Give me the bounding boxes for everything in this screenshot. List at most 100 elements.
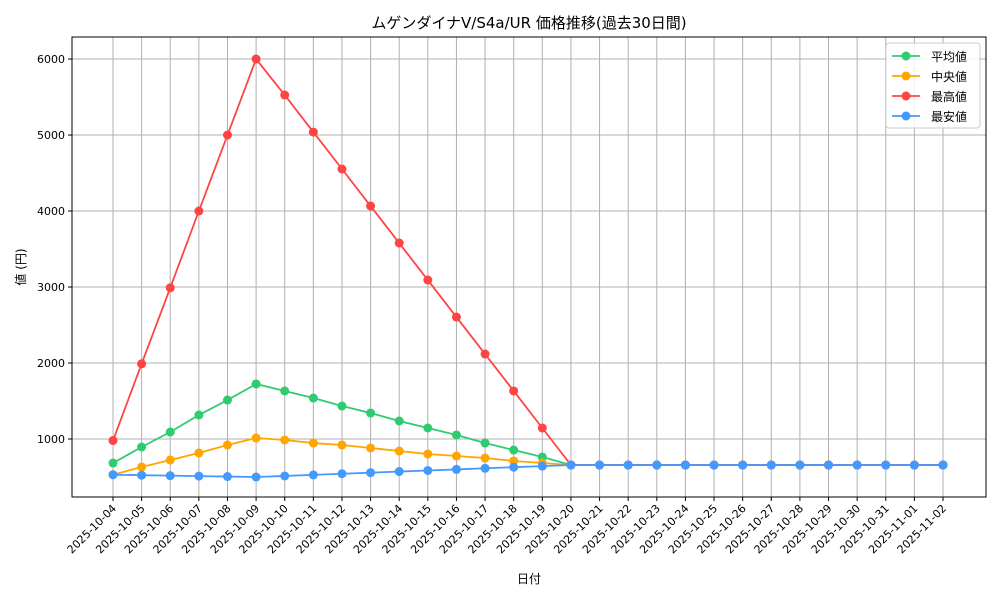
data-point: [909, 460, 919, 470]
series-最高値: [108, 54, 948, 470]
data-point: [394, 238, 404, 248]
data-point: [394, 446, 404, 456]
y-tick-label: 6000: [37, 53, 65, 66]
data-point: [165, 471, 175, 481]
y-tick-label: 1000: [37, 433, 65, 446]
legend-label: 中央値: [931, 69, 967, 84]
data-point: [137, 442, 147, 452]
data-point: [165, 283, 175, 293]
data-point: [423, 275, 433, 285]
data-point: [108, 458, 118, 468]
data-point: [881, 460, 891, 470]
data-point: [423, 449, 433, 459]
y-tick-label: 3000: [37, 281, 65, 294]
data-point: [738, 460, 748, 470]
data-point: [480, 349, 490, 359]
data-point: [108, 470, 118, 480]
x-axis-label: 日付: [517, 572, 541, 586]
data-point: [423, 465, 433, 475]
data-point: [509, 462, 519, 472]
data-point: [337, 469, 347, 479]
data-point: [595, 460, 605, 470]
data-point: [308, 393, 318, 403]
data-point: [451, 430, 461, 440]
data-point: [537, 423, 547, 433]
data-point: [366, 201, 376, 211]
data-point: [423, 423, 433, 433]
data-point: [366, 443, 376, 453]
chart-title: ムゲンダイナV/S4a/UR 価格推移(過去30日間): [371, 14, 686, 32]
data-point: [480, 438, 490, 448]
data-point: [509, 386, 519, 396]
grid: [72, 37, 986, 497]
data-point: [451, 451, 461, 461]
data-point: [480, 453, 490, 463]
legend-marker: [901, 71, 911, 81]
data-point: [852, 460, 862, 470]
data-point: [137, 462, 147, 472]
y-tick-label: 2000: [37, 357, 65, 370]
data-point: [623, 460, 633, 470]
legend-marker: [901, 91, 911, 101]
data-point: [337, 401, 347, 411]
y-tick-label: 5000: [37, 129, 65, 142]
x-axis: 2025-10-042025-10-052025-10-062025-10-07…: [65, 497, 949, 556]
data-point: [165, 455, 175, 465]
data-point: [165, 427, 175, 437]
series-line: [112, 464, 943, 478]
data-point: [709, 460, 719, 470]
data-point: [194, 471, 204, 481]
data-point: [509, 456, 519, 466]
data-point: [280, 90, 290, 100]
legend-box: [885, 42, 981, 129]
y-tick-label: 4000: [37, 205, 65, 218]
data-point: [137, 470, 147, 480]
series-中央値: [108, 433, 948, 480]
data-point: [308, 438, 318, 448]
data-point: [280, 386, 290, 396]
data-point: [337, 164, 347, 174]
legend-label: 平均値: [931, 49, 967, 64]
data-point: [251, 433, 261, 443]
data-point: [337, 440, 347, 450]
data-point: [222, 472, 232, 482]
legend-label: 最安値: [931, 109, 967, 124]
data-point: [194, 448, 204, 458]
data-point: [766, 460, 776, 470]
data-point: [222, 130, 232, 140]
data-point: [308, 470, 318, 480]
plot-frame: [71, 36, 987, 498]
data-point: [366, 468, 376, 478]
data-point: [824, 460, 834, 470]
series-group: [108, 54, 948, 482]
data-point: [194, 410, 204, 420]
series-line: [112, 437, 943, 476]
data-point: [280, 471, 290, 481]
data-point: [251, 472, 261, 482]
data-point: [566, 460, 576, 470]
y-axis: 1000 2000 3000 4000 5000 6000: [37, 53, 72, 446]
data-point: [108, 436, 118, 446]
data-point: [308, 127, 318, 137]
data-point: [194, 206, 204, 216]
series-line: [112, 383, 943, 466]
data-point: [394, 467, 404, 477]
data-point: [480, 463, 490, 473]
data-point: [652, 460, 662, 470]
data-point: [795, 460, 805, 470]
y-axis-label: 値 (円): [13, 248, 28, 285]
data-point: [280, 435, 290, 445]
series-line: [112, 57, 943, 466]
data-point: [394, 416, 404, 426]
data-point: [451, 312, 461, 322]
data-point: [251, 379, 261, 389]
series-平均値: [108, 379, 948, 470]
data-point: [251, 54, 261, 64]
data-point: [680, 460, 690, 470]
data-point: [137, 359, 147, 369]
data-point: [509, 445, 519, 455]
legend-marker: [901, 111, 911, 121]
data-point: [537, 461, 547, 471]
